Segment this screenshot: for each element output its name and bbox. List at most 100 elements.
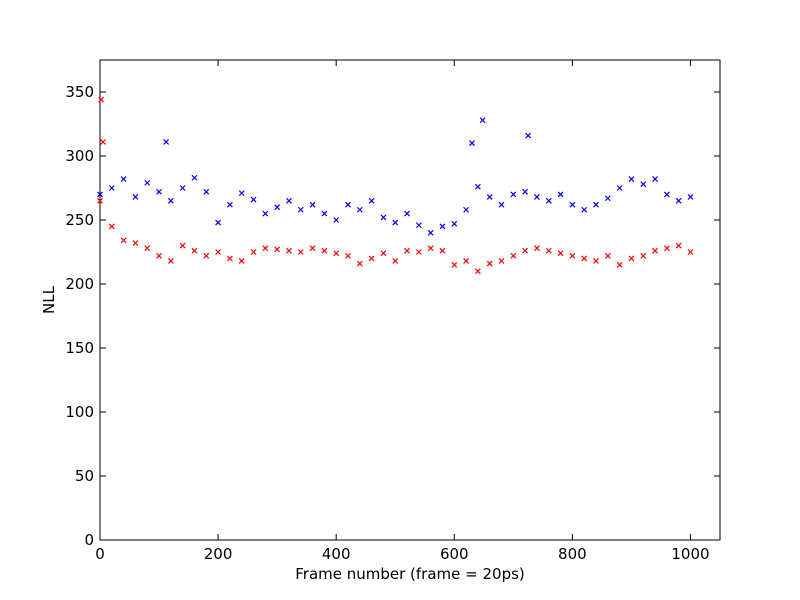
series-0-point	[321, 210, 328, 217]
series-1-point	[581, 255, 588, 262]
series-1-point	[569, 252, 576, 259]
series-1-point	[663, 245, 670, 252]
series-0-point	[226, 201, 233, 208]
series-1-point	[215, 249, 222, 255]
series-1-point	[380, 250, 387, 257]
series-0-point	[156, 188, 162, 195]
y-axis-label: NLL	[40, 285, 58, 314]
series-1-point	[238, 258, 245, 264]
series-0-point	[132, 194, 139, 200]
series-1-point	[262, 245, 269, 252]
series-1-point	[534, 245, 540, 252]
series-0-point	[163, 138, 170, 145]
series-1-point	[463, 258, 470, 264]
series-1-point	[451, 261, 458, 268]
series-1-point	[191, 247, 198, 254]
series-0-point	[345, 201, 351, 208]
series-0-point	[522, 188, 529, 195]
series-0-point	[486, 194, 493, 200]
series-1-point	[652, 247, 658, 254]
series-1-point	[368, 255, 375, 262]
y-tick-label: 50	[75, 467, 94, 485]
series-0-point	[451, 220, 458, 227]
series-0-point	[262, 210, 269, 217]
series-0-point	[368, 197, 375, 204]
series-0-point	[274, 204, 281, 211]
series-1-point	[557, 250, 564, 257]
x-tick-label: 200	[204, 545, 233, 563]
y-tick-label: 0	[84, 531, 94, 549]
series-1-point	[356, 260, 363, 267]
series-0-point	[663, 191, 670, 198]
x-axis-label: Frame number (frame = 20ps)	[295, 565, 525, 583]
series-1-point	[333, 250, 340, 257]
x-tick-label: 800	[558, 545, 587, 563]
series-0-point	[286, 197, 292, 204]
series-0-point	[380, 214, 387, 221]
series-1-point	[108, 223, 115, 230]
series-0-point	[297, 206, 304, 213]
series-1-point	[179, 242, 186, 249]
series-0-point	[427, 229, 434, 236]
series-0-point	[545, 197, 552, 204]
series-0-point	[628, 176, 635, 182]
series-0-point	[687, 194, 694, 200]
x-tick-label: 400	[322, 545, 351, 563]
plot-frame	[99, 59, 721, 541]
series-1-point	[628, 255, 635, 262]
series-1-point	[545, 247, 552, 254]
axes: 0 200 400 600 800 1000 0 50 100 150 200 250 300 350	[65, 60, 720, 563]
series-0-point	[97, 191, 103, 198]
series-1-point	[156, 252, 162, 259]
series-0-point	[510, 191, 517, 198]
y-tick-label: 300	[65, 147, 94, 165]
y-tick-label: 250	[65, 211, 94, 229]
series-0-point	[616, 185, 623, 191]
series-0-point	[557, 191, 564, 198]
series-0-point	[675, 197, 682, 204]
series-0-point	[534, 194, 540, 200]
series-1-point	[522, 247, 529, 254]
series-0-point	[581, 206, 588, 213]
series-0-point	[238, 190, 245, 197]
series-0-point	[250, 196, 257, 203]
series-1-point	[345, 252, 351, 259]
series-0-point	[179, 185, 186, 191]
y-tick-label: 350	[65, 83, 94, 101]
series-1-point	[226, 255, 233, 262]
y-tick-label: 100	[65, 403, 94, 421]
series-0-point	[479, 117, 486, 124]
series-1-point	[392, 258, 399, 264]
series-1-point	[640, 252, 647, 259]
series-0-point	[333, 217, 340, 223]
series-1-point	[98, 96, 105, 103]
series-1-point	[404, 247, 410, 254]
series-0-point	[604, 195, 611, 202]
series-0-point	[203, 188, 210, 195]
series-0-point	[569, 201, 576, 208]
series-1-point	[100, 138, 106, 145]
series-0-point	[167, 197, 174, 204]
series-1-point	[439, 247, 446, 254]
series-1-point	[97, 197, 103, 204]
series-1-point	[616, 261, 623, 268]
series-0-point	[215, 219, 222, 226]
y-tick-label: 200	[65, 275, 94, 293]
series-1-point	[309, 245, 316, 252]
series-1-point	[167, 258, 174, 264]
data-points	[97, 96, 694, 275]
series-1-point	[604, 252, 611, 259]
series-0-point	[309, 201, 316, 208]
series-0-point	[108, 185, 115, 191]
series-1-point	[486, 260, 493, 267]
series-1-point	[144, 245, 151, 252]
series-0-point	[469, 140, 475, 147]
series-0-point	[525, 132, 532, 139]
series-1-point	[250, 249, 257, 255]
series-1-point	[687, 249, 694, 255]
series-1-point	[474, 268, 481, 275]
x-tick-label: 600	[440, 545, 469, 563]
series-1-point	[415, 249, 422, 255]
x-tick-label: 1000	[671, 545, 709, 563]
series-1-point	[498, 258, 505, 264]
